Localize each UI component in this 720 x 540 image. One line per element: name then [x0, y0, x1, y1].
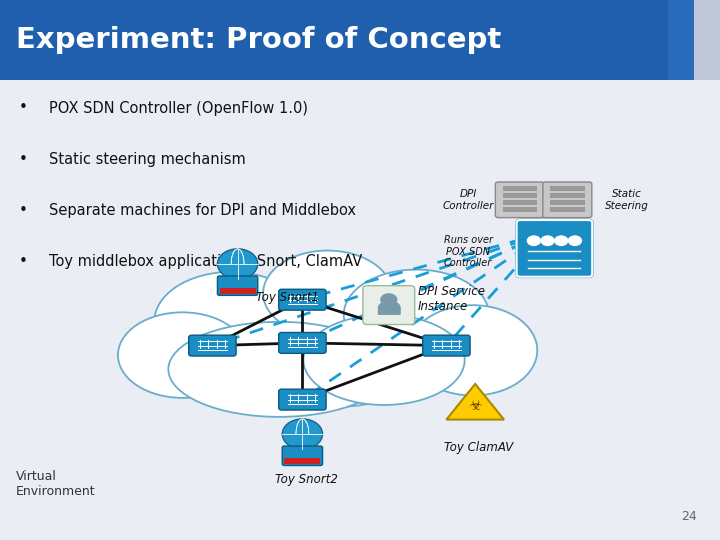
FancyBboxPatch shape [279, 289, 326, 310]
FancyBboxPatch shape [189, 335, 236, 356]
Circle shape [540, 235, 555, 246]
FancyBboxPatch shape [363, 286, 415, 325]
Text: POX SDN Controller (OpenFlow 1.0): POX SDN Controller (OpenFlow 1.0) [49, 100, 308, 116]
Circle shape [568, 235, 582, 246]
Text: Virtual
Environment: Virtual Environment [16, 470, 96, 498]
Text: DPI
Controller: DPI Controller [442, 189, 494, 211]
Ellipse shape [202, 284, 453, 407]
Text: ☣: ☣ [469, 398, 482, 413]
Text: Experiment: Proof of Concept: Experiment: Proof of Concept [16, 26, 501, 54]
FancyBboxPatch shape [517, 220, 593, 277]
FancyBboxPatch shape [220, 288, 256, 294]
Ellipse shape [263, 251, 392, 336]
Polygon shape [446, 384, 504, 420]
Ellipse shape [154, 272, 307, 372]
FancyBboxPatch shape [503, 186, 537, 191]
FancyBboxPatch shape [550, 186, 585, 191]
FancyBboxPatch shape [423, 335, 470, 356]
Ellipse shape [343, 269, 489, 360]
Ellipse shape [118, 312, 247, 398]
FancyBboxPatch shape [543, 182, 592, 218]
Circle shape [282, 419, 323, 449]
FancyBboxPatch shape [217, 276, 258, 295]
FancyBboxPatch shape [0, 0, 668, 80]
Text: Separate machines for DPI and Middlebox: Separate machines for DPI and Middlebox [49, 203, 356, 218]
FancyBboxPatch shape [694, 0, 720, 80]
Text: DPI Service
Instance: DPI Service Instance [418, 285, 485, 313]
Text: Toy ClamAV: Toy ClamAV [444, 441, 513, 454]
FancyBboxPatch shape [503, 200, 537, 205]
Text: •: • [19, 254, 27, 269]
Text: Toy Snort2: Toy Snort2 [274, 472, 338, 485]
Text: •: • [19, 100, 27, 116]
Circle shape [380, 293, 397, 306]
FancyBboxPatch shape [282, 446, 323, 465]
FancyBboxPatch shape [550, 193, 585, 198]
Text: Toy middlebox applications: Snort, ClamAV: Toy middlebox applications: Snort, ClamA… [49, 254, 362, 269]
FancyBboxPatch shape [503, 193, 537, 198]
FancyBboxPatch shape [550, 207, 585, 212]
FancyBboxPatch shape [495, 182, 544, 218]
Circle shape [526, 235, 541, 246]
Circle shape [554, 235, 569, 246]
Text: Static
Steering: Static Steering [605, 189, 648, 211]
Ellipse shape [168, 322, 390, 417]
Text: 24: 24 [681, 510, 697, 523]
Text: Static steering mechanism: Static steering mechanism [49, 152, 246, 167]
Text: Runs over
POX SDN
Controller: Runs over POX SDN Controller [444, 235, 492, 268]
Circle shape [217, 249, 258, 279]
FancyBboxPatch shape [284, 458, 320, 464]
Text: Toy Snort1: Toy Snort1 [256, 291, 318, 303]
FancyBboxPatch shape [279, 333, 326, 353]
FancyBboxPatch shape [279, 389, 326, 410]
FancyBboxPatch shape [668, 0, 694, 80]
Text: •: • [19, 152, 27, 167]
FancyBboxPatch shape [503, 207, 537, 212]
Ellipse shape [303, 315, 464, 405]
FancyBboxPatch shape [550, 200, 585, 205]
Ellipse shape [408, 305, 537, 395]
Text: •: • [19, 203, 27, 218]
